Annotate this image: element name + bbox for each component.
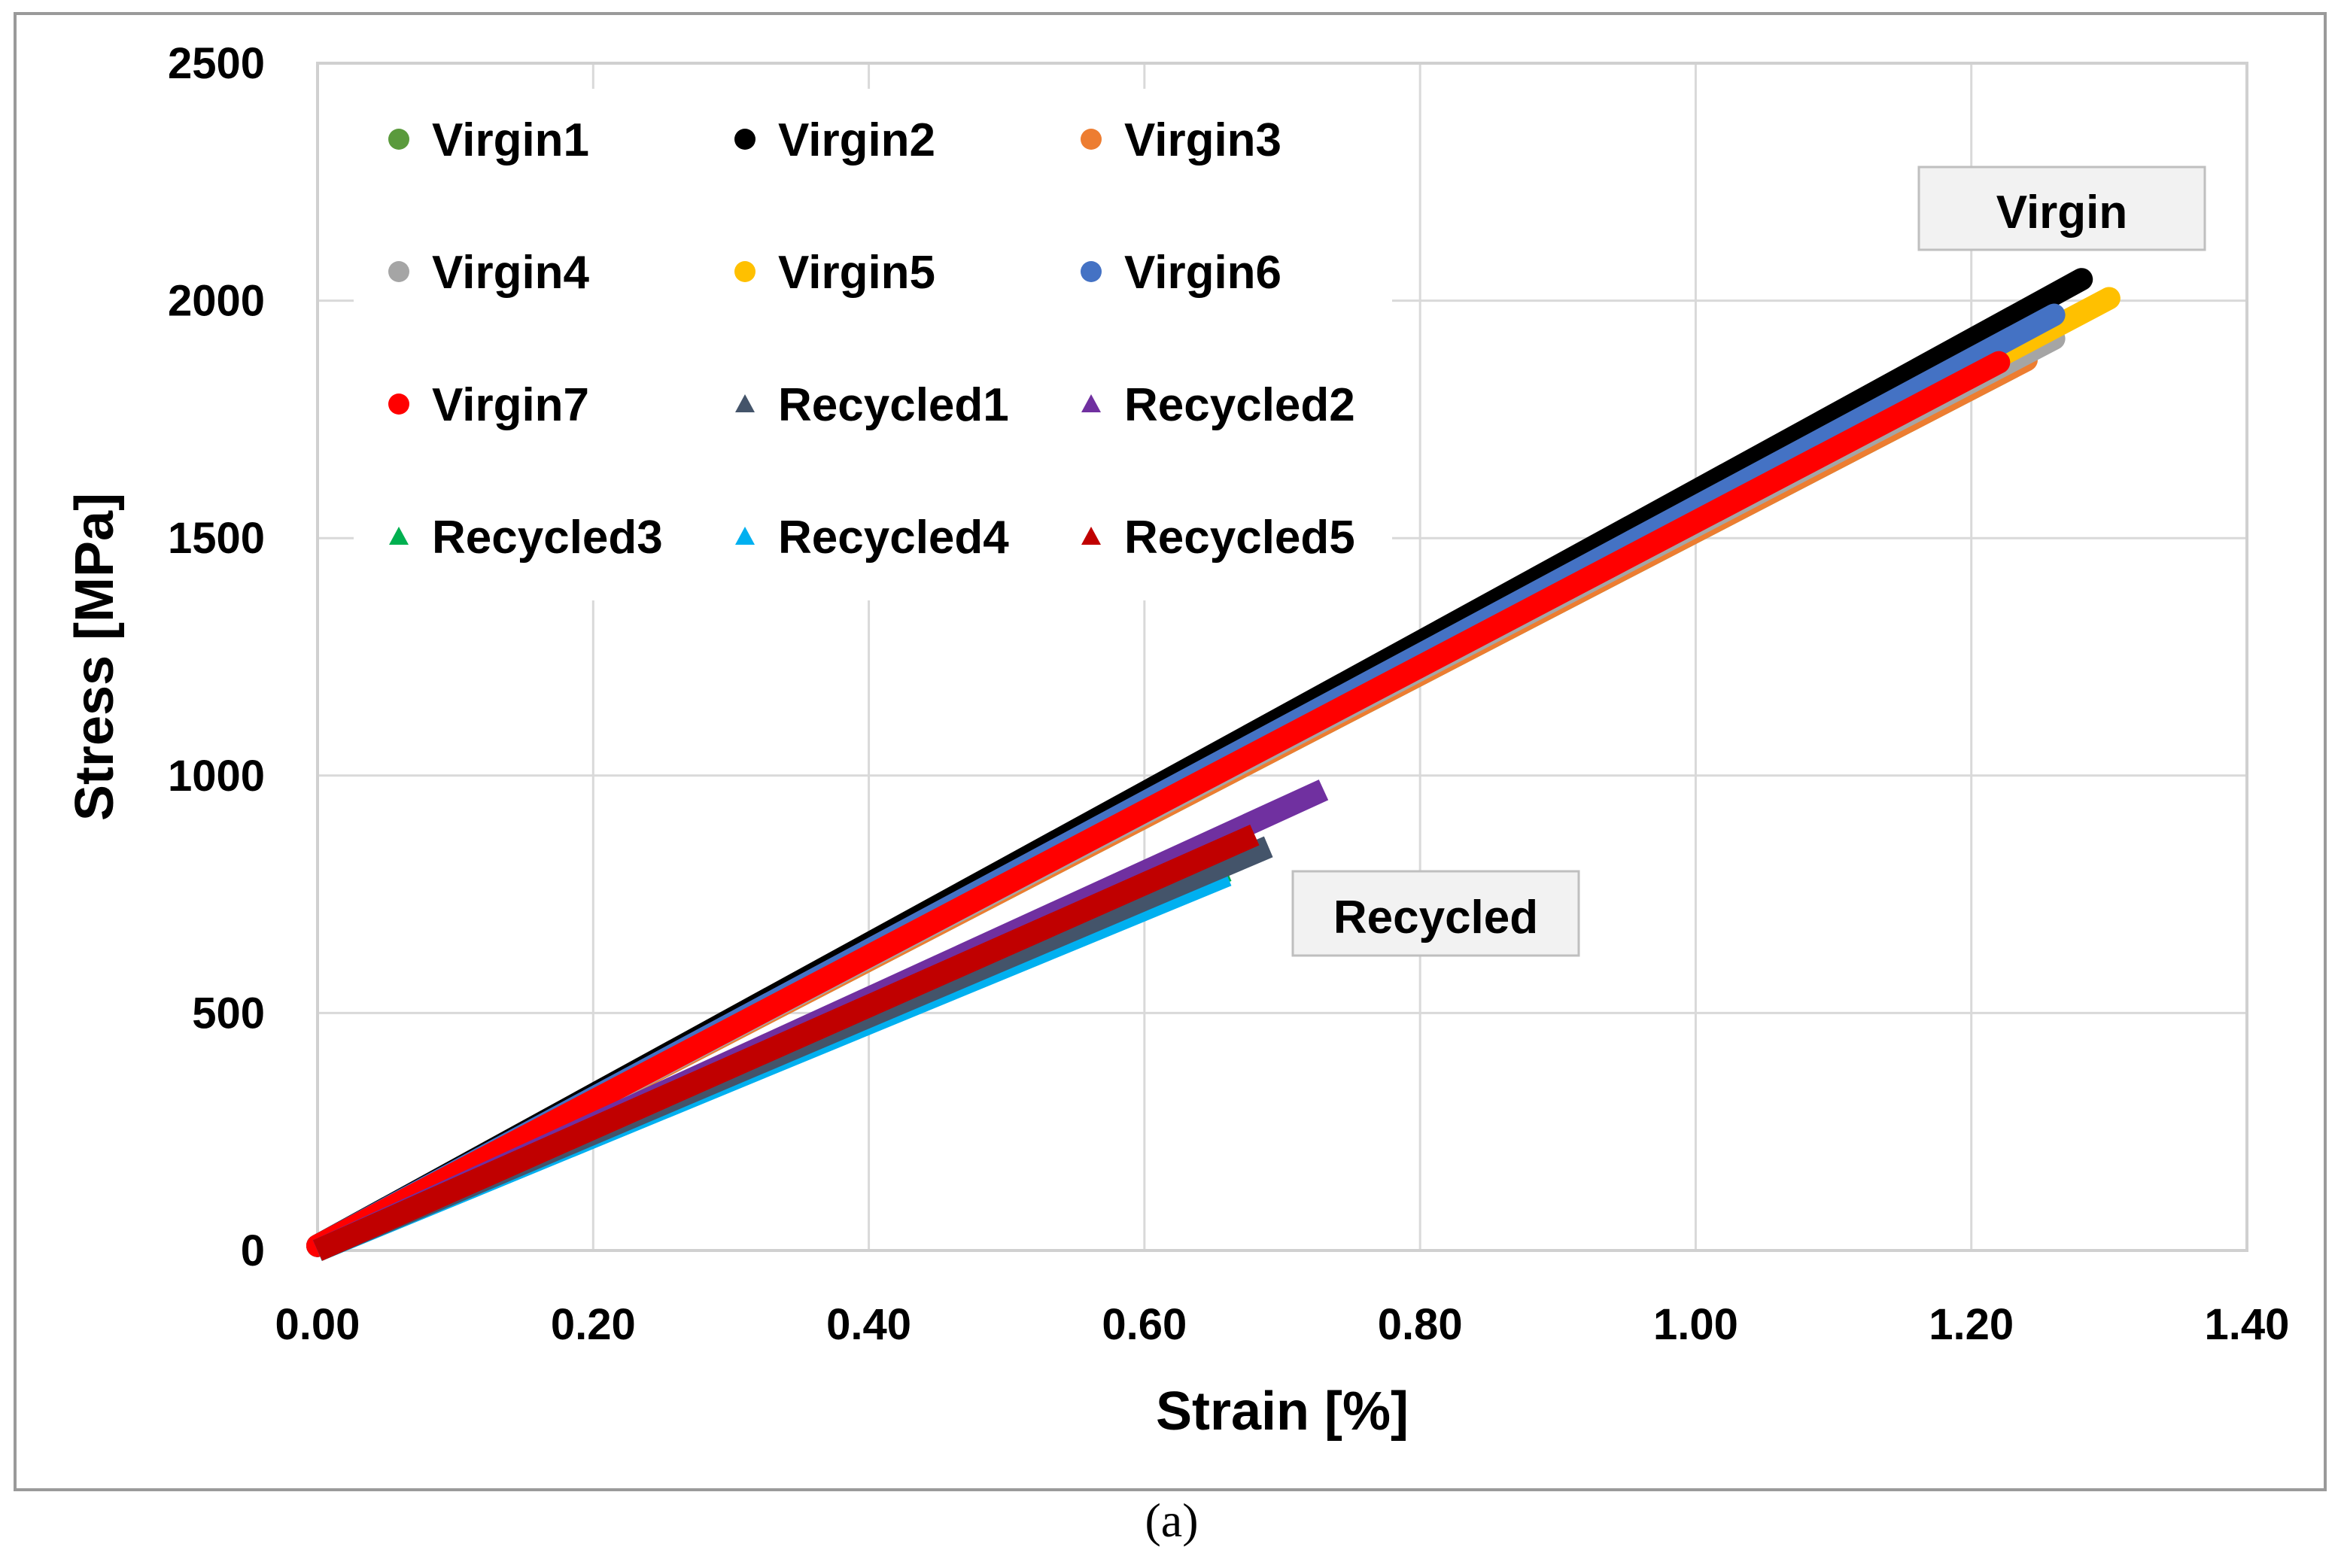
legend-marker-triangle-icon [735, 394, 755, 412]
x-tick-label: 0.80 [1378, 1300, 1463, 1349]
legend-item: Recycled3 [389, 512, 663, 564]
data-series [306, 268, 2121, 1261]
legend: Virgin1 Virgin2 Virgin3 Virgin4 Virgin5 Virgi… [354, 89, 1392, 600]
tick-labels: 0.00 0.20 0.40 0.60 0.80 1.00 1.20 1.40 0 500 1000… [168, 39, 2289, 1349]
legend-label: Virgin7 [432, 379, 589, 431]
legend-item: Virgin4 [388, 247, 590, 299]
plot-area-border [316, 62, 2248, 1252]
annotation-recycled: Recycled [1291, 870, 1580, 957]
annotation-virgin-box [1917, 166, 2206, 251]
annotation-virgin: Virgin [1917, 166, 2206, 251]
y-tick-label: 0 [241, 1226, 265, 1275]
legend-item: Virgin6 [1081, 247, 1281, 299]
x-tick-label: 0.20 [551, 1300, 636, 1349]
legend-label: Virgin6 [1124, 247, 1281, 299]
y-tick-label: 2000 [168, 277, 265, 326]
y-tick-label: 2500 [168, 39, 265, 88]
x-axis-title: Strain [%] [1156, 1381, 1409, 1442]
legend-item: Recycled5 [1081, 512, 1355, 564]
annotation-recycled-label: Recycled [1333, 892, 1538, 944]
x-tick-label: 1.40 [2205, 1300, 2290, 1349]
series-line-virgin7 [306, 351, 2011, 1257]
legend-marker-circle-icon [388, 261, 409, 282]
legend-marker-circle-icon [388, 394, 409, 415]
y-tick-label: 1500 [168, 514, 265, 563]
legend-label: Virgin3 [1124, 114, 1281, 166]
annotation-virgin-label: Virgin [1996, 187, 2128, 239]
legend-label: Recycled3 [432, 512, 663, 564]
legend-label: Recycled4 [778, 512, 1009, 564]
legend-item: Virgin1 [388, 114, 589, 166]
y-axis-title: Stress [MPa] [65, 493, 125, 821]
x-tick-label: 0.00 [275, 1300, 360, 1349]
x-tick-label: 0.40 [826, 1300, 911, 1349]
series-line-recycled5 [312, 824, 1260, 1261]
legend-marker-triangle-icon [1081, 394, 1101, 412]
legend-marker-circle-icon [388, 129, 409, 150]
y-tick-label: 1000 [168, 752, 265, 801]
legend-label: Virgin2 [778, 114, 935, 166]
legend-item: Virgin7 [388, 379, 589, 431]
annotation-recycled-box [1291, 870, 1580, 957]
legend-label: Virgin4 [432, 247, 590, 299]
legend-item: Recycled1 [735, 379, 1009, 431]
legend-label: Virgin5 [778, 247, 935, 299]
legend-marker-triangle-icon [389, 527, 409, 545]
x-tick-label: 1.20 [1929, 1300, 2014, 1349]
y-tick-label: 500 [192, 989, 265, 1038]
legend-label: Recycled5 [1124, 512, 1355, 564]
legend-item: Recycled4 [735, 512, 1009, 564]
legend-label: Recycled1 [778, 379, 1009, 431]
legend-marker-circle-icon [1081, 129, 1102, 150]
x-tick-label: 0.60 [1102, 1300, 1187, 1349]
legend-label: Recycled2 [1124, 379, 1355, 431]
legend-marker-triangle-icon [1081, 527, 1101, 545]
legend-marker-triangle-icon [735, 527, 755, 545]
legend-item: Virgin5 [734, 247, 935, 299]
x-tick-label: 1.00 [1653, 1300, 1738, 1349]
legend-item: Virgin2 [734, 114, 935, 166]
legend-marker-circle-icon [734, 129, 756, 150]
legend-item: Virgin3 [1081, 114, 1281, 166]
legend-marker-circle-icon [1081, 261, 1102, 282]
figure-caption: (a) [1145, 1494, 1198, 1547]
legend-background [354, 89, 1392, 600]
legend-marker-circle-icon [734, 261, 756, 282]
legend-item: Recycled2 [1081, 379, 1355, 431]
legend-label: Virgin1 [432, 114, 589, 166]
